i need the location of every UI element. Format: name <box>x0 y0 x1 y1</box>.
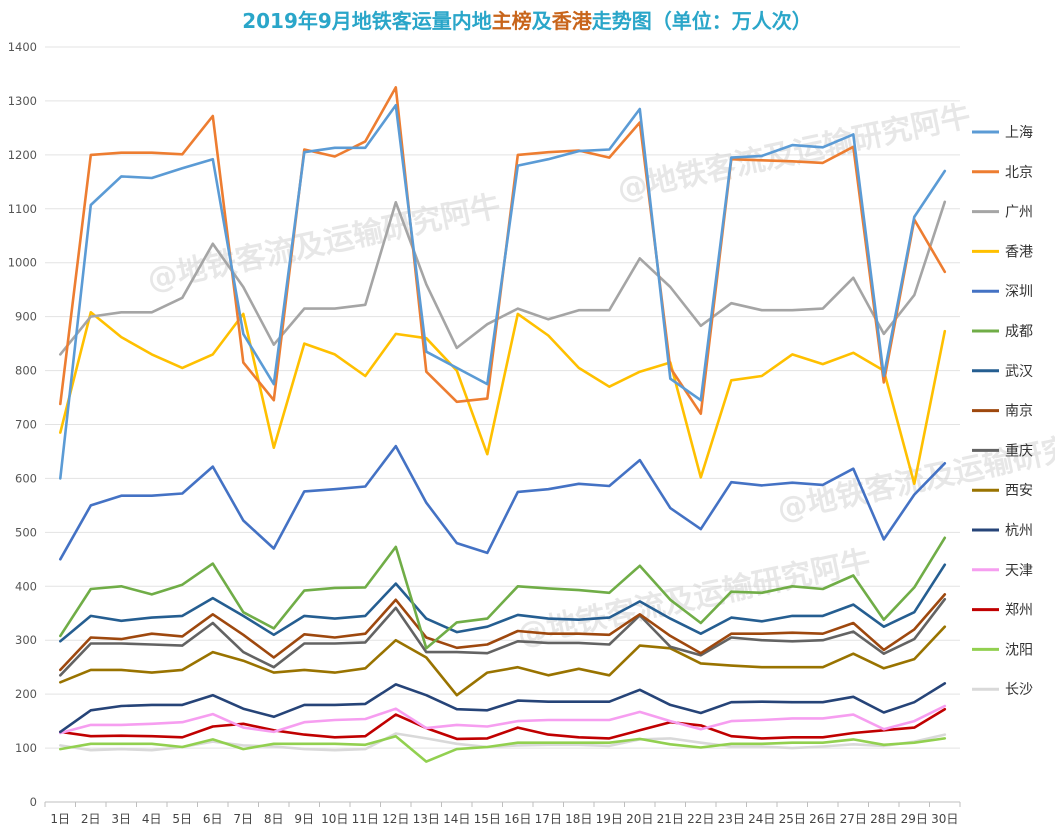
y-tick-label-100: 100 <box>15 741 37 755</box>
series-line-7 <box>58 593 947 672</box>
x-tick-label-2: 3日 <box>111 812 131 826</box>
watermark-text-3: @地铁客流及运输研究阿牛 <box>774 419 1055 528</box>
x-tick-label-27: 28日 <box>870 812 897 826</box>
legend-label-12: 郑州 <box>1005 603 1033 619</box>
gridlines <box>45 46 960 803</box>
x-tick-label-26: 27日 <box>840 812 867 826</box>
y-tick-label-800: 800 <box>15 364 37 378</box>
legend-label-14: 长沙 <box>1005 682 1033 698</box>
legend-label-11: 天津 <box>1005 563 1033 579</box>
x-tick-label-11: 12日 <box>382 812 409 826</box>
chart-title-part-2: 及 <box>532 9 553 33</box>
chart-title-part-0: 2019年9月地铁客运量内地 <box>242 9 492 33</box>
legend-label-2: 广州 <box>1005 205 1033 221</box>
x-tick-label-22: 23日 <box>718 812 745 826</box>
legend-label-4: 深圳 <box>1005 284 1033 300</box>
x-tick-label-17: 18日 <box>565 812 592 826</box>
series-line-11 <box>58 704 947 735</box>
chart-title-part-4: 走势图（单位：万人次） <box>592 9 812 33</box>
x-tick-label-29: 30日 <box>931 812 958 826</box>
series-line-5 <box>58 536 947 650</box>
watermark-text-2: @地铁客流及运输研究阿牛 <box>514 544 873 653</box>
y-tick-label-300: 300 <box>15 633 37 647</box>
chart-title-part-1: 主榜 <box>492 9 532 33</box>
y-tick-label-600: 600 <box>15 471 37 485</box>
x-tick-label-20: 21日 <box>657 812 684 826</box>
y-tick-label-1400: 1400 <box>8 40 37 54</box>
series-line-10 <box>58 682 947 734</box>
x-tick-label-19: 20日 <box>626 812 653 826</box>
series-line-14 <box>58 732 947 752</box>
x-tick-label-25: 26日 <box>809 812 836 826</box>
x-tick-label-10: 11日 <box>352 812 379 826</box>
legend-label-7: 南京 <box>1005 404 1033 420</box>
legend-label-9: 西安 <box>1005 483 1033 499</box>
x-tick-label-3: 4日 <box>142 812 162 826</box>
x-tick-label-5: 6日 <box>203 812 223 826</box>
y-tick-label-1300: 1300 <box>8 94 37 108</box>
legend-label-5: 成都 <box>1005 324 1033 340</box>
x-axis-ticks: 1日 2日 3日 4日 5日 6日 7日 8日 9日 10日 11日 12日 13日 14日 15日 16日 1… <box>44 802 961 826</box>
x-tick-label-12: 13日 <box>413 812 440 826</box>
series-line-6 <box>58 563 947 643</box>
y-tick-label-0: 0 <box>30 795 37 809</box>
series-lines <box>58 86 947 763</box>
series-line-4 <box>58 444 947 561</box>
x-tick-label-4: 5日 <box>172 812 192 826</box>
watermark-text-1: @地铁客流及运输研究阿牛 <box>614 99 973 208</box>
chart-title: 2019年9月地铁客运量内地主榜及香港走势图（单位：万人次） <box>242 9 812 33</box>
legend-label-13: 沈阳 <box>1005 642 1033 658</box>
y-tick-label-200: 200 <box>15 687 37 701</box>
chart-title-part-3: 香港 <box>552 9 593 33</box>
x-tick-label-28: 29日 <box>901 812 928 826</box>
x-tick-label-21: 22日 <box>687 812 714 826</box>
series-line-3 <box>58 310 947 486</box>
x-tick-label-0: 1日 <box>50 812 70 826</box>
y-tick-label-1100: 1100 <box>8 202 37 216</box>
legend-label-8: 重庆 <box>1005 443 1033 459</box>
x-tick-label-7: 8日 <box>264 812 284 826</box>
watermark-layer: @地铁客流及运输研究阿牛 @地铁客流及运输研究阿牛 @地铁客流及运输研究阿牛 @地铁客… <box>144 99 1055 653</box>
x-tick-label-8: 9日 <box>294 812 314 826</box>
legend-label-3: 香港 <box>1005 244 1033 260</box>
y-axis-ticks: 0 100 200 300 400 500 600 700 800 900 1000 1100 1200… <box>8 40 37 809</box>
y-tick-label-500: 500 <box>15 525 37 539</box>
x-tick-label-9: 10日 <box>321 812 348 826</box>
watermark-text-0: @地铁客流及运输研究阿牛 <box>144 189 503 298</box>
series-line-13 <box>58 734 947 763</box>
series-line-0 <box>58 103 947 480</box>
y-tick-label-1000: 1000 <box>8 256 37 270</box>
x-tick-label-23: 24日 <box>748 812 775 826</box>
series-line-12 <box>58 707 947 741</box>
series-line-9 <box>58 625 947 697</box>
x-tick-label-13: 14日 <box>443 812 470 826</box>
x-tick-label-6: 7日 <box>233 812 253 826</box>
legend-label-1: 北京 <box>1005 165 1033 181</box>
x-tick-label-1: 2日 <box>81 812 101 826</box>
x-tick-label-18: 19日 <box>596 812 623 826</box>
legend-label-0: 上海 <box>1005 125 1033 141</box>
series-line-8 <box>58 597 947 677</box>
legend-label-10: 杭州 <box>1005 523 1033 539</box>
series-line-2 <box>58 200 947 356</box>
legend-label-6: 武汉 <box>1005 364 1033 380</box>
y-tick-label-700: 700 <box>15 418 37 432</box>
x-tick-label-15: 16日 <box>504 812 531 826</box>
y-tick-label-900: 900 <box>15 310 37 324</box>
x-tick-label-14: 15日 <box>474 812 501 826</box>
x-tick-label-24: 25日 <box>779 812 806 826</box>
y-tick-label-400: 400 <box>15 579 37 593</box>
x-tick-label-16: 17日 <box>535 812 562 826</box>
y-tick-label-1200: 1200 <box>8 148 37 162</box>
